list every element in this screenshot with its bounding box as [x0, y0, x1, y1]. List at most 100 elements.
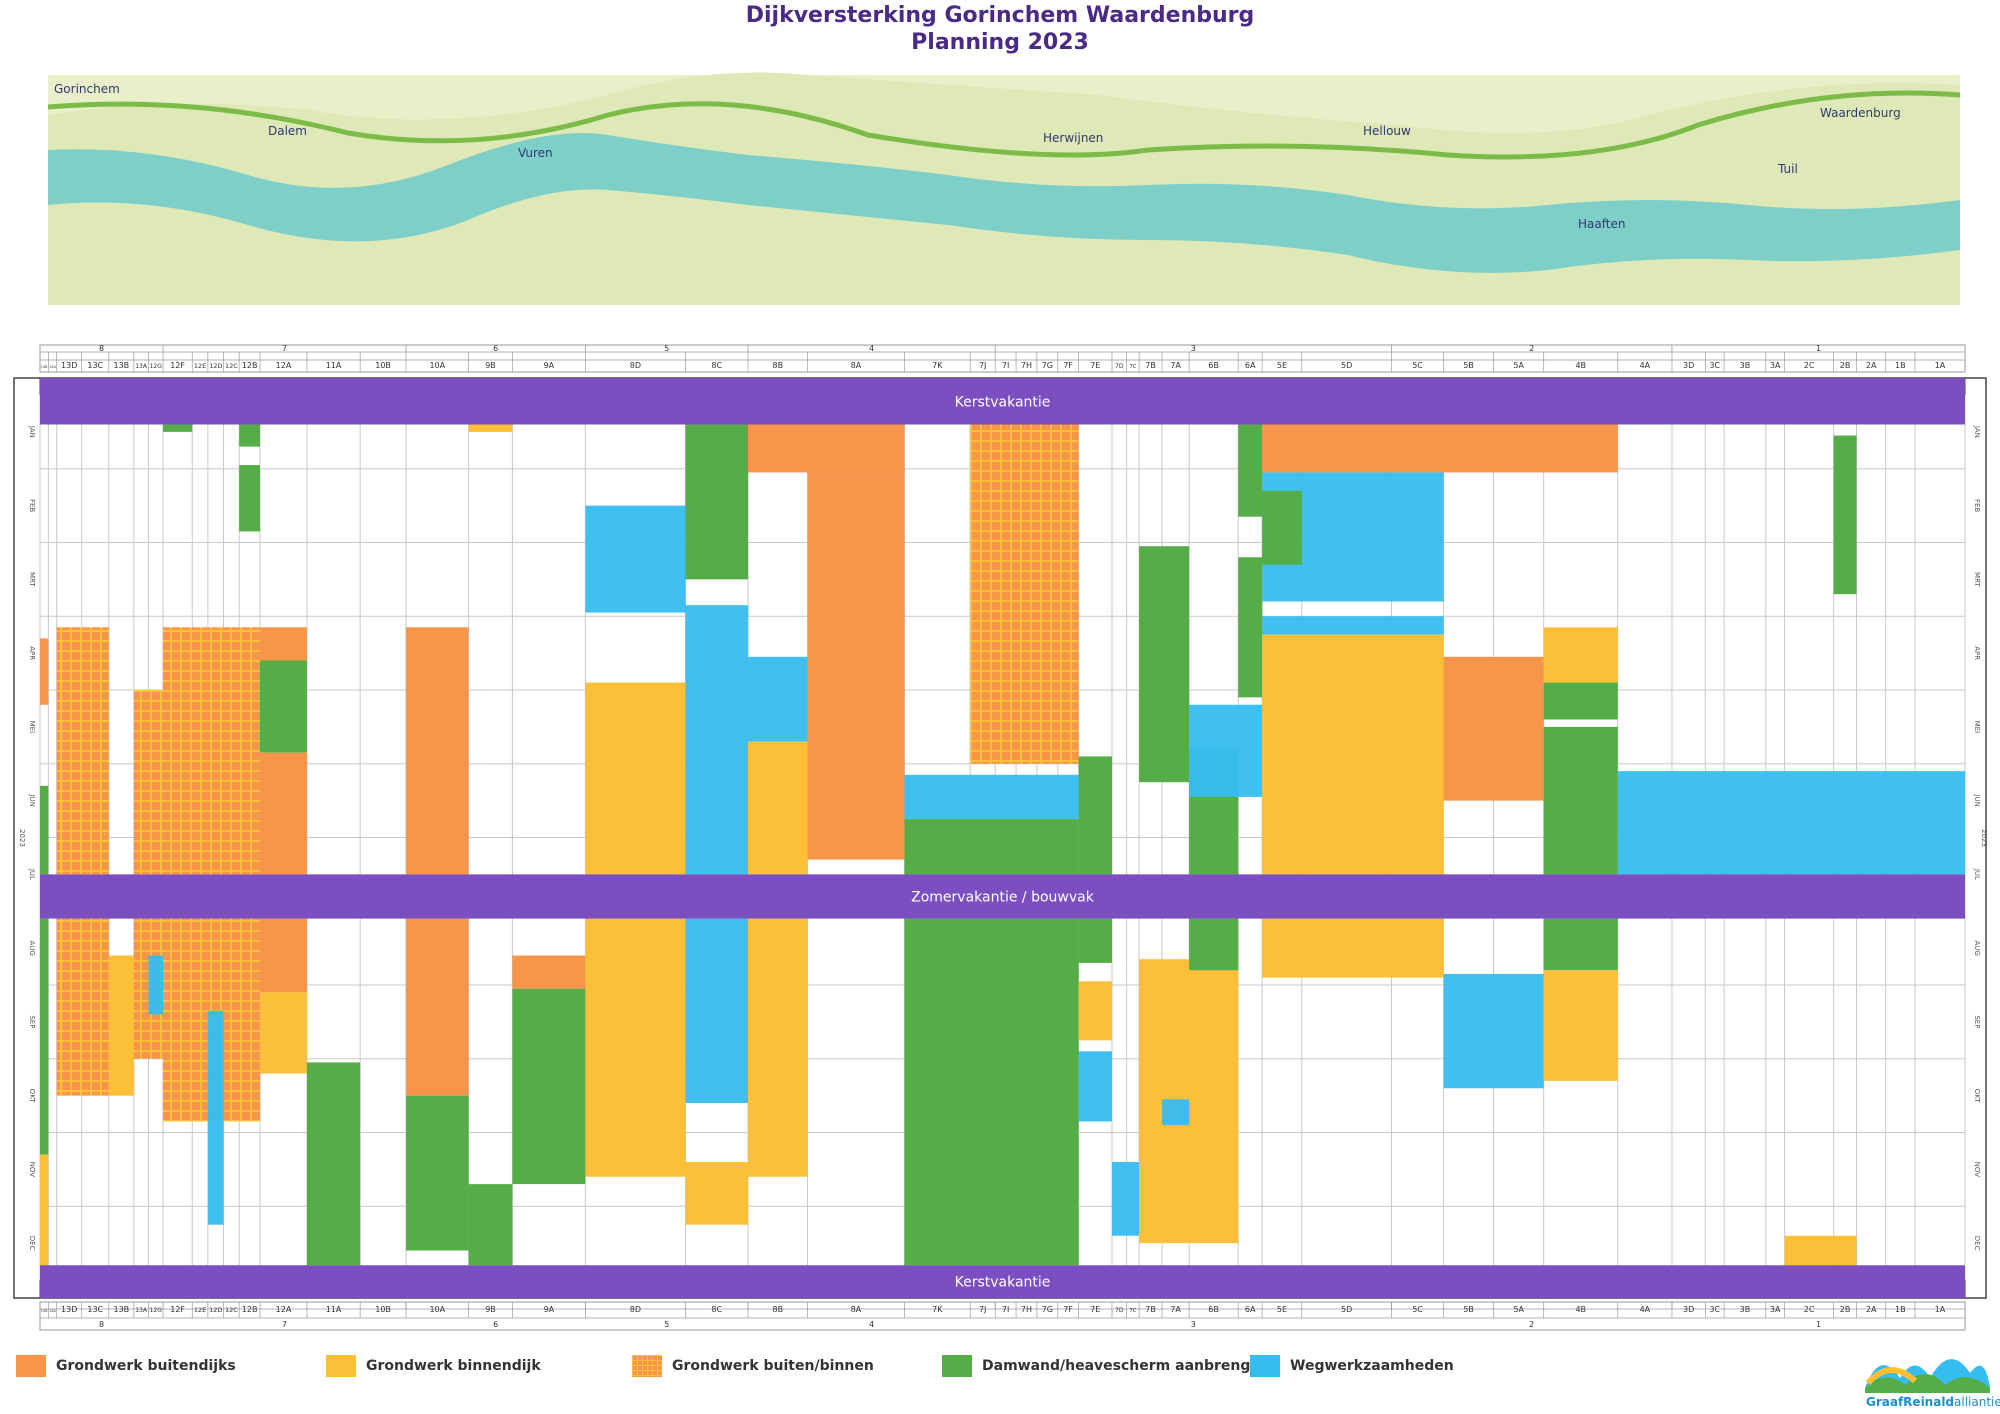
column-label-top: 14B [41, 365, 48, 369]
section-label-top: 3 [1191, 344, 1196, 353]
legend-item-grondwerk-buiten-binnen: Grondwerk buiten/binnen [632, 1352, 874, 1380]
task-bar-ib-71 [1543, 970, 1618, 1081]
column-label-bottom: 13B [114, 1305, 130, 1314]
column-label-top: 12C [225, 362, 238, 370]
task-bar-ib-5 [40, 1154, 49, 1266]
month-label-left: JUN [28, 793, 36, 806]
map-label-tuil: Tuil [1777, 162, 1798, 176]
section-label-bottom: 3 [1191, 1320, 1196, 1329]
task-bar-bb-11 [163, 627, 261, 875]
column-label-bottom: 8C [711, 1305, 722, 1314]
column-label-top: 6A [1245, 361, 1256, 370]
task-bar-ww-50 [1111, 1162, 1140, 1236]
map-label-dalem: Dalem [268, 124, 307, 138]
column-label-top: 12D [209, 362, 222, 370]
footer-frame [39, 1301, 1966, 1331]
task-bar-ww-72 [1617, 771, 1965, 875]
column-label-bottom: 7E [1090, 1305, 1100, 1314]
column-label-top: 13A [135, 363, 148, 370]
task-bar-dw-28 [468, 1184, 513, 1266]
month-label-right: NOV [1973, 1162, 1981, 1178]
logo-text: GraafReinaldalliantie [1866, 1395, 2000, 1409]
chart-title: Dijkversterking Gorinchem Waardenburg Pl… [0, 2, 2000, 56]
holiday-band-label-0: Kerstvakantie [955, 394, 1051, 410]
task-bar-dw-51 [1139, 546, 1190, 783]
column-label-bottom: 7J [979, 1305, 986, 1314]
column-label-top: 12G [150, 363, 163, 370]
task-bar-dw-21 [306, 1062, 361, 1266]
month-label-right: SEP [1973, 1015, 1981, 1028]
column-label-top: 7F [1063, 361, 1073, 370]
legend-label: Grondwerk buitendijks [56, 1358, 236, 1374]
month-label-left: SEP [28, 1015, 36, 1028]
column-label-top: 8A [851, 361, 862, 370]
column-label-top: 3B [1740, 361, 1751, 370]
column-label-top: 1A [1935, 361, 1946, 370]
task-bar-dw-33 [685, 395, 749, 580]
month-label-right: JAN [1973, 425, 1981, 438]
month-label-left: APR [28, 646, 36, 660]
task-bar-bb-1 [56, 918, 109, 1096]
task-bar-ob-26 [512, 955, 586, 989]
column-label-bottom: 2C [1804, 1305, 1815, 1314]
column-label-top: 14A [49, 365, 56, 369]
column-label-bottom: 5B [1463, 1305, 1474, 1314]
section-label-bottom: 6 [493, 1320, 498, 1329]
column-label-bottom: 3D [1683, 1305, 1694, 1314]
task-bar-ww-34 [685, 605, 749, 875]
column-label-top: 7E [1090, 361, 1100, 370]
task-bar-dw-17 [260, 660, 307, 753]
month-label-left: MRT [28, 572, 36, 587]
section-label-top: 8 [99, 344, 104, 353]
column-label-bottom: 8B [772, 1305, 783, 1314]
year-label-right: 2023 [1980, 829, 1988, 847]
task-bar-ob-38 [807, 472, 905, 860]
holiday-band-1 [40, 874, 1965, 919]
task-bar-ob-23 [406, 918, 469, 1096]
column-label-bottom: 7K [932, 1305, 943, 1314]
task-bar-dw-3 [40, 785, 49, 875]
map-label-haaften: Haaften [1578, 217, 1625, 231]
month-label-left: JUL [28, 868, 36, 880]
column-label-top: 13B [114, 361, 130, 370]
legend-item-grondwerk-buitendijks: Grondwerk buitendijks [16, 1352, 236, 1380]
column-label-bottom: 3B [1740, 1305, 1751, 1314]
column-label-top: 4A [1640, 361, 1651, 370]
section-label-top: 2 [1529, 344, 1534, 353]
title-line-1: Dijkversterking Gorinchem Waardenburg [745, 3, 1255, 28]
map-label-vuren: Vuren [518, 146, 553, 160]
task-bar-ww-43 [904, 774, 1079, 820]
month-label-right: JUL [1973, 868, 1981, 880]
column-label-top: 7J [979, 361, 986, 370]
column-label-top: 3A [1770, 361, 1781, 370]
legend-swatch [16, 1355, 46, 1377]
month-label-left: MEI [28, 721, 36, 734]
column-label-top: 6B [1208, 361, 1219, 370]
task-bar-ib-32 [585, 918, 686, 1177]
column-label-top: 7I [1002, 361, 1009, 370]
column-label-top: 10A [429, 361, 445, 370]
column-label-bottom: 3A [1770, 1305, 1781, 1314]
task-bar-bb-0 [56, 627, 109, 875]
column-label-top: 7K [932, 361, 943, 370]
column-label-top: 12A [276, 361, 292, 370]
column-label-bottom: 2A [1866, 1305, 1877, 1314]
column-label-bottom: 11A [326, 1305, 342, 1314]
column-label-bottom: 2B [1840, 1305, 1851, 1314]
column-label-top: 7C [1129, 364, 1136, 370]
task-bar-ib-36 [685, 1162, 749, 1225]
column-label-top: 5C [1412, 361, 1423, 370]
task-bar-ib-40 [748, 741, 808, 875]
month-label-left: JAN [28, 425, 36, 438]
task-bar-bb-7 [133, 690, 164, 875]
task-bar-ib-63 [1262, 634, 1444, 875]
legend-swatch [942, 1355, 972, 1377]
column-label-top: 7A [1170, 361, 1181, 370]
task-bar-dw-55 [1189, 918, 1239, 971]
column-label-bottom: 9A [544, 1305, 555, 1314]
task-bar-ww-30 [585, 505, 686, 613]
section-label-top: 7 [282, 344, 287, 353]
section-label-top: 5 [664, 344, 669, 353]
task-bar-ib-31 [585, 682, 686, 875]
